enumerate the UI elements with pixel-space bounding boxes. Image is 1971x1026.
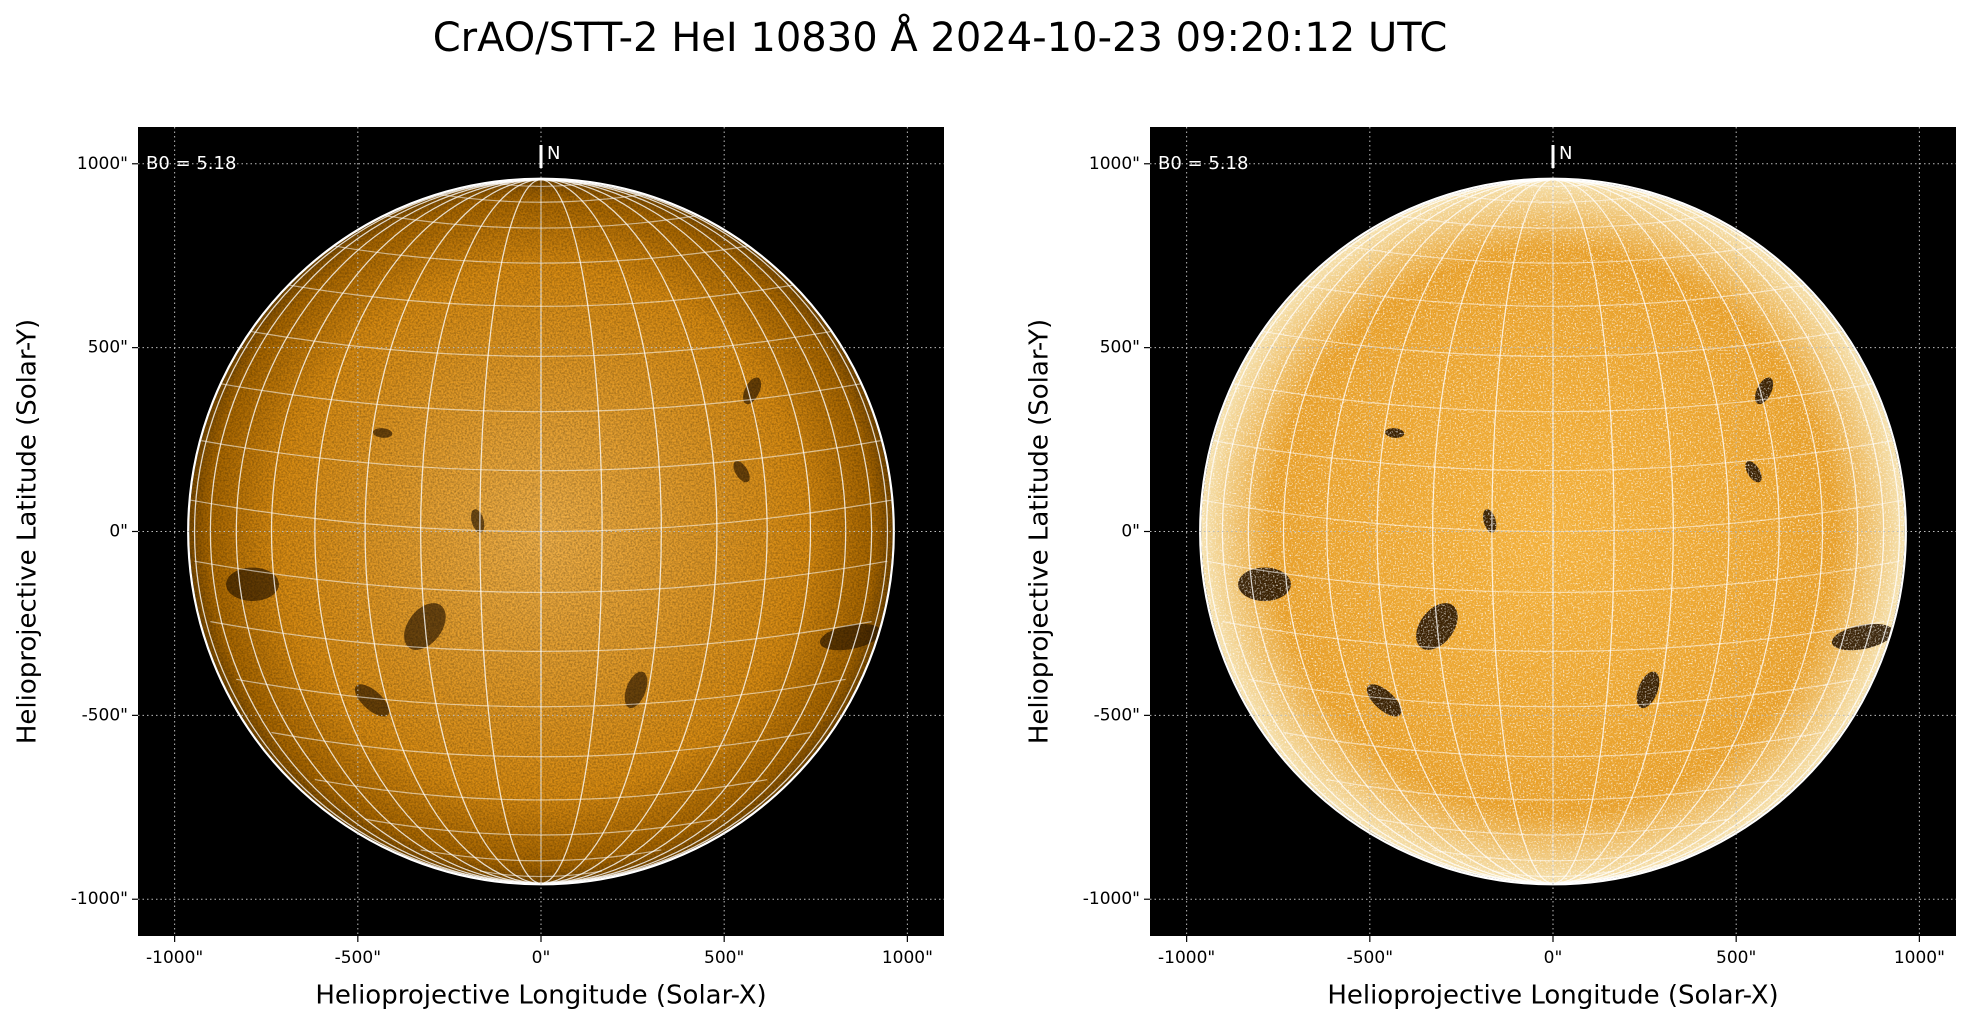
b0-annotation: B0 = 5.18 [1158,153,1248,174]
x-tick-label: 500" [704,948,744,968]
y-axis-label: Helioprojective Latitude (Solar-Y) [1025,319,1055,744]
north-label: N [1559,143,1572,164]
y-tick-label: 1000" [77,154,128,174]
meridian [270,179,812,884]
x-tick-label: 1000" [1894,948,1945,968]
x-tick-label: 0" [532,948,551,968]
x-tick-label: -500" [1347,948,1393,968]
y-tick-label: 0" [1121,522,1140,542]
parallel [210,621,872,652]
y-tick-label: -1000" [1083,889,1140,909]
y-tick-label: 1000" [1089,154,1140,174]
parallel [420,190,662,203]
x-tick-label: -500" [335,948,381,968]
y-tick-label: -1000" [71,889,128,909]
meridian [1376,179,1730,884]
y-tick-label: 0" [109,522,128,542]
x-tick-label: 500" [1716,948,1756,968]
parallel [1248,328,1858,357]
parallel [236,678,846,708]
parallel [479,870,603,878]
parallel [1432,190,1674,203]
parallel [1248,678,1858,708]
y-tick-label: -500" [82,705,128,725]
parallel [1283,731,1823,758]
parallel [1376,211,1730,229]
y-tick-label: 500" [88,338,128,358]
panel: -1000" -500" 0" 500" 1000" -1000" -500" 0" 500" 1… [1025,127,1956,1011]
meridian [193,179,889,884]
parallel [1201,499,1905,533]
x-axis-label: Helioprojective Longitude (Solar-X) [1327,981,1778,1011]
parallel [1283,281,1823,307]
parallel [271,731,811,758]
y-tick-label: 500" [1100,338,1140,358]
parallel [1206,560,1900,593]
x-tick-label: -1000" [1158,948,1215,968]
x-tick-label: 0" [1544,948,1563,968]
y-axis-label: Helioprojective Latitude (Solar-Y) [13,319,43,744]
meridian [1282,179,1824,884]
parallel [1206,438,1900,472]
x-axis-label: Helioprojective Longitude (Solar-X) [315,981,766,1011]
x-tick-label: -1000" [146,948,203,968]
parallel [314,779,768,801]
parallel [1491,870,1615,878]
panel: -1000" -500" 0" 500" 1000" -1000" -500" 0" 500" 1… [13,127,944,1011]
x-tick-label: 1000" [882,948,933,968]
parallel [194,438,888,472]
y-tick-label: -500" [1094,705,1140,725]
meridian [1205,179,1901,884]
parallel [364,211,718,229]
north-label: N [547,143,560,164]
b0-annotation: B0 = 5.18 [146,153,236,174]
meridian [364,179,718,884]
parallel [194,560,888,593]
parallel [189,499,893,533]
parallel [1326,779,1780,801]
parallel [271,281,811,307]
solar-disk [189,179,893,884]
parallel [1222,621,1884,652]
figure-title: CrAO/STT-2 HeI 10830 Å 2024-10-23 09:20:… [433,13,1448,61]
parallel [236,328,846,357]
